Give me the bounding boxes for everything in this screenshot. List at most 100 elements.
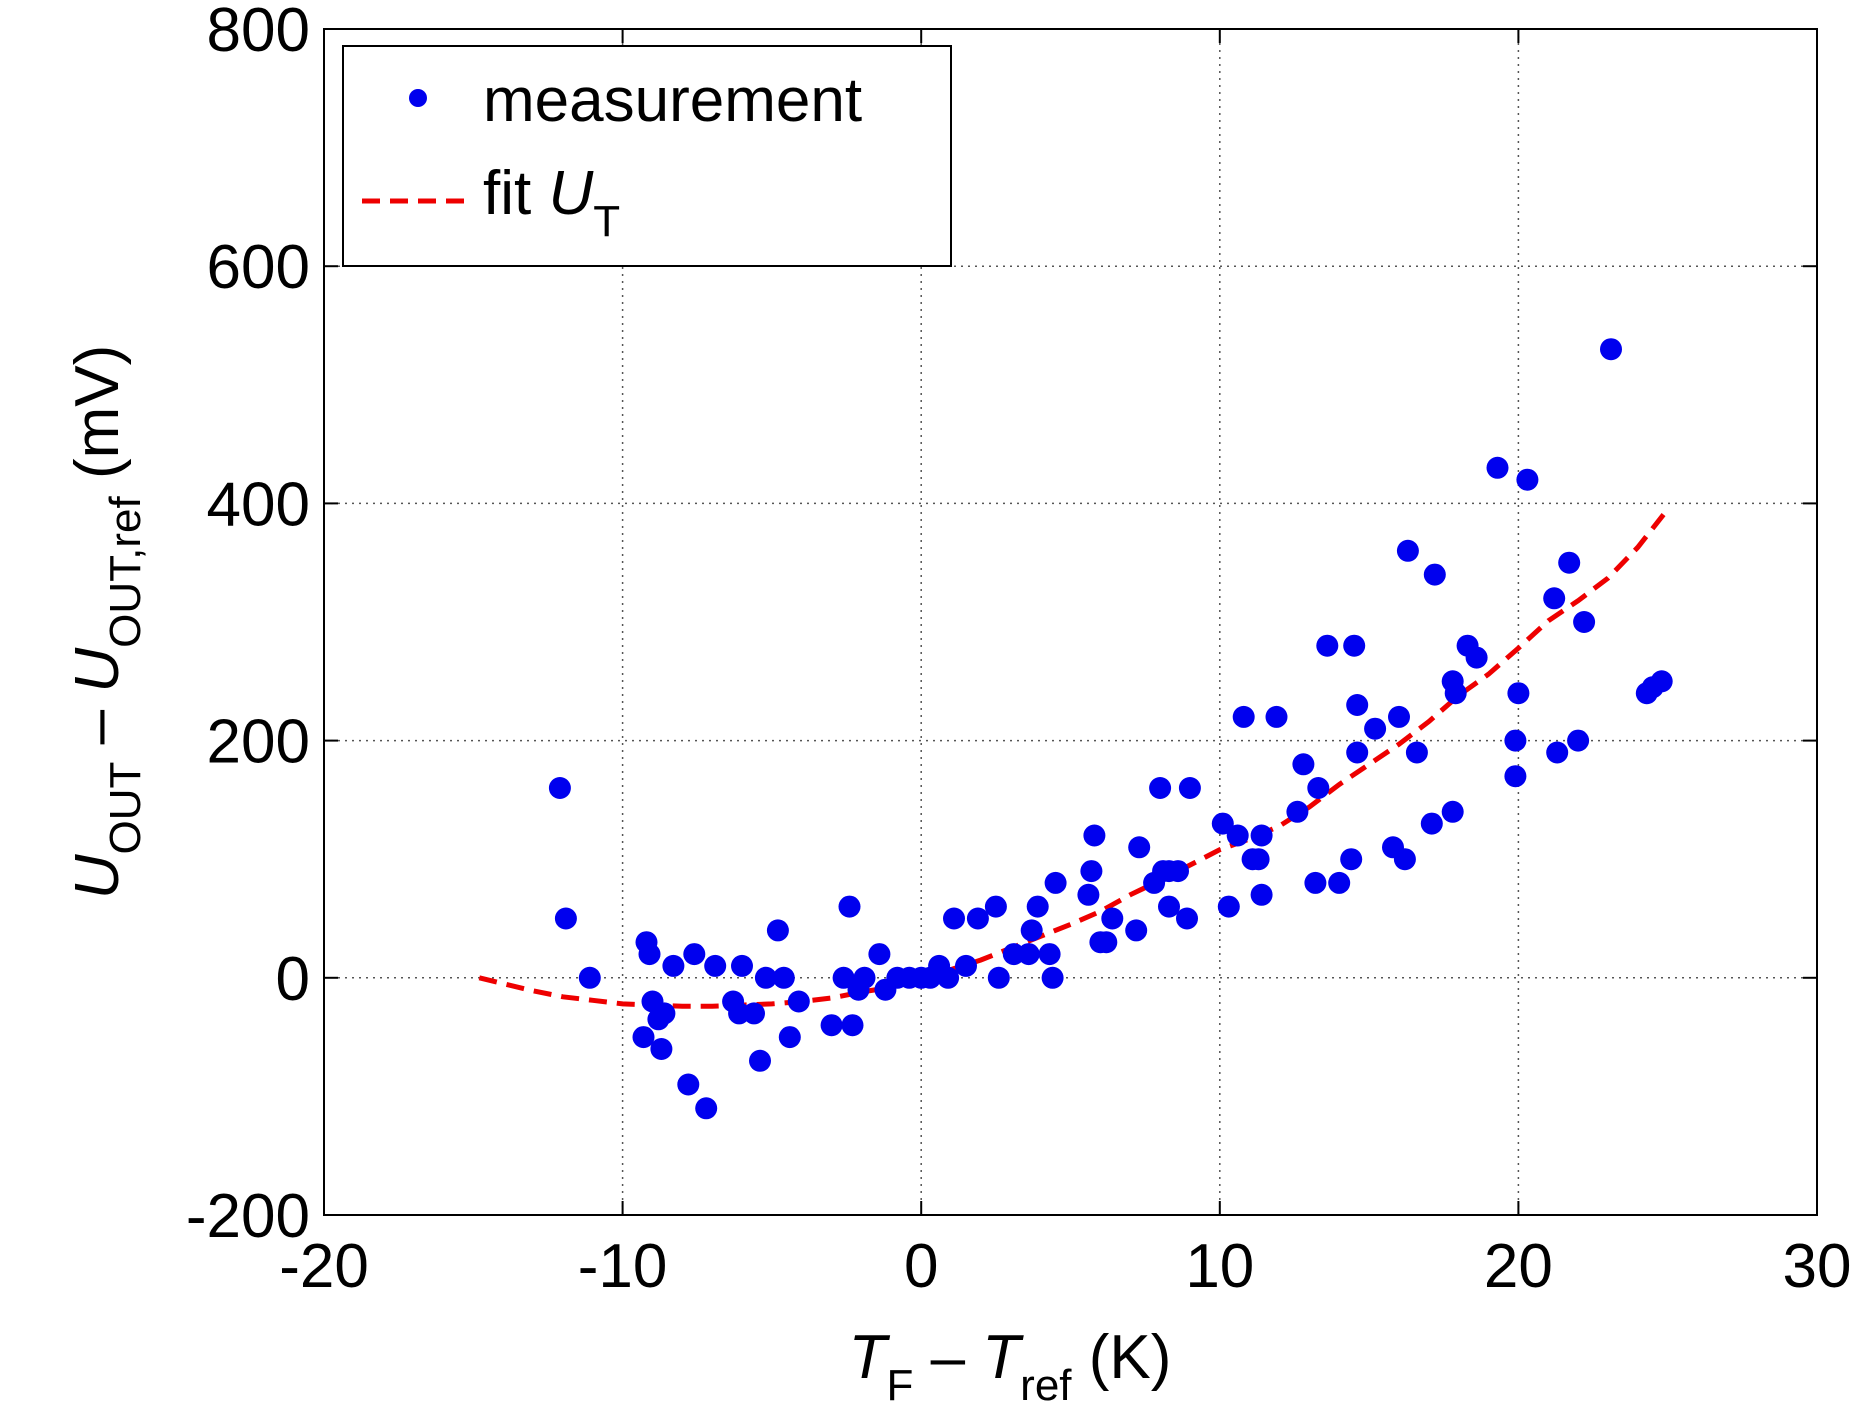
measurement-point <box>653 1002 676 1025</box>
measurement-point <box>868 943 891 966</box>
measurement-point <box>1393 848 1416 871</box>
y-tick-label: 200 <box>207 708 310 777</box>
measurement-point <box>984 895 1007 918</box>
measurement-point <box>1125 919 1148 942</box>
measurement-point <box>1486 456 1509 479</box>
legend-label-fit: fit UT <box>483 159 620 246</box>
measurement-point <box>1026 895 1049 918</box>
measurement-point <box>554 907 577 930</box>
legend-box <box>342 45 952 267</box>
x-label-sub1: F <box>886 1361 913 1410</box>
x-tick-labels: -20 -10 0 10 20 30 <box>279 1232 1851 1301</box>
measurement-point <box>1149 777 1172 799</box>
measurement-point <box>1247 848 1270 871</box>
measurement-point <box>677 1073 700 1096</box>
measurement-point <box>1304 871 1327 894</box>
measurement-point <box>1101 907 1124 930</box>
measurement-point <box>832 966 855 989</box>
legend: measurement fit UT <box>342 45 952 267</box>
measurement-point <box>1044 871 1067 894</box>
measurement-point <box>1444 682 1467 705</box>
y-label-unit: (mV) <box>63 345 132 497</box>
measurement-point <box>1543 587 1566 610</box>
measurement-point <box>1316 634 1339 657</box>
measurement-point <box>1343 634 1366 657</box>
y-label-sub1: OUT <box>101 762 150 855</box>
measurement-point <box>548 777 571 799</box>
legend-fit-sub: T <box>593 197 620 246</box>
measurement-point <box>1573 611 1596 633</box>
measurement-point <box>1328 871 1351 894</box>
y-label-minus: – <box>63 693 132 762</box>
measurement-point <box>841 1014 864 1037</box>
y-tick-label: 400 <box>207 470 310 539</box>
measurement-point <box>1346 741 1369 764</box>
measurement-point <box>1546 741 1569 764</box>
measurement-point <box>1507 682 1530 705</box>
measurement-point <box>638 943 661 966</box>
measurement-point <box>1600 338 1622 361</box>
y-axis-label: UOUT – UOUT,ref (mV) <box>63 345 150 900</box>
measurement-point <box>1340 848 1363 871</box>
measurement-point <box>1423 563 1446 586</box>
measurement-point <box>787 990 810 1013</box>
x-tick-label: -20 <box>279 1232 369 1301</box>
measurement-point <box>1388 705 1410 728</box>
measurement-point <box>987 966 1010 989</box>
measurement-point <box>1405 741 1428 764</box>
x-label-sub2: ref <box>1020 1361 1072 1410</box>
measurement-point <box>1504 729 1527 752</box>
measurement-point <box>1465 646 1488 669</box>
measurement-point <box>943 907 965 930</box>
y-label-var2: U <box>63 647 132 693</box>
measurement-point <box>578 966 601 989</box>
measurement-point <box>695 1097 718 1120</box>
measurement-point <box>1516 468 1539 491</box>
measurement-point <box>1211 812 1234 835</box>
x-tick-label: 20 <box>1484 1232 1553 1301</box>
measurement-point <box>1232 705 1255 728</box>
legend-marker-measurement <box>409 89 427 107</box>
measurement-point <box>778 1026 801 1049</box>
measurement-point <box>1178 777 1201 799</box>
y-tick-label: 0 <box>276 945 310 1014</box>
measurement-point <box>1364 717 1387 740</box>
measurement-point <box>1226 824 1249 847</box>
x-tick-label: 10 <box>1185 1232 1254 1301</box>
x-tick-label: 30 <box>1783 1232 1852 1301</box>
measurement-point <box>1017 943 1040 966</box>
measurement-point <box>683 943 706 966</box>
measurement-point <box>743 1002 765 1025</box>
x-label-var2: T <box>982 1323 1024 1392</box>
x-axis-label: TF – Tref (K) <box>849 1323 1172 1410</box>
x-label-minus: – <box>913 1323 982 1392</box>
measurement-point <box>1307 777 1330 799</box>
measurement-point <box>1167 860 1189 883</box>
measurement-point <box>1286 800 1309 823</box>
y-label-var1: U <box>63 853 132 899</box>
y-label-sub2: OUT,ref <box>101 496 150 648</box>
measurement-point <box>966 907 989 930</box>
legend-label-measurement: measurement <box>483 66 862 135</box>
fit-curve-layer <box>478 507 1670 1009</box>
measurement-point <box>853 966 876 989</box>
measurement-point <box>1080 860 1103 883</box>
measurement-point <box>1020 919 1043 942</box>
measurement-points-layer <box>548 338 1673 1120</box>
y-tick-label: 800 <box>207 0 310 65</box>
measurement-point <box>754 966 777 989</box>
x-label-unit: (K) <box>1072 1323 1172 1392</box>
measurement-point <box>1420 812 1443 835</box>
legend-fit-text: fit <box>483 159 548 228</box>
measurement-point <box>1077 883 1100 906</box>
measurement-point <box>820 1014 843 1037</box>
measurement-point <box>749 1049 771 1072</box>
measurement-point <box>937 966 960 989</box>
plot-frame <box>323 28 1818 1216</box>
measurement-point <box>1396 539 1419 562</box>
measurement-point <box>662 954 685 977</box>
x-tick-label: -10 <box>578 1232 668 1301</box>
measurement-point <box>1176 907 1198 930</box>
measurement-point <box>1346 694 1369 716</box>
